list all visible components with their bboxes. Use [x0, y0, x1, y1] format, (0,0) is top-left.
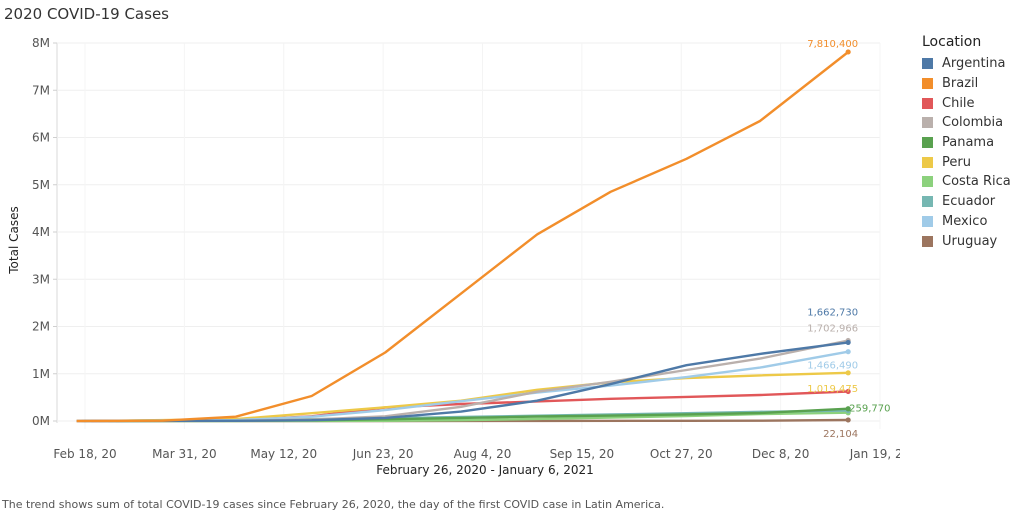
series-lines — [76, 49, 851, 423]
x-tick-label: Dec 8, 20 — [752, 447, 810, 461]
y-tick-label: 3M — [32, 272, 50, 286]
legend-item-costa-rica[interactable]: Costa Rica — [922, 172, 1022, 192]
y-tick-label: 0M — [32, 414, 50, 428]
end-label-uruguay: 22,104 — [823, 429, 858, 440]
legend-swatch — [922, 196, 933, 208]
series-line-mexico — [81, 350, 849, 423]
legend-swatch — [922, 58, 933, 70]
y-tick-label: 5M — [32, 178, 50, 192]
legend-swatch — [922, 176, 933, 188]
series-line-argentina — [76, 341, 849, 423]
y-tick-label: 2M — [32, 320, 50, 334]
x-tick-label: May 12, 20 — [250, 447, 317, 461]
x-axis-ticks: Feb 18, 20 Mar 31, 20 May 12, 20 Jun 23, 20… — [53, 447, 900, 461]
end-point-argentina — [845, 339, 851, 346]
gridlines — [53, 42, 881, 429]
y-tick-label: 4M — [32, 225, 50, 239]
legend-item-argentina[interactable]: Argentina — [922, 54, 1022, 74]
legend-items: Argentina Brazil Chile Colombia Panama Peru Co… — [922, 54, 1022, 251]
legend-item-peru[interactable]: Peru — [922, 152, 1022, 172]
legend-item-colombia[interactable]: Colombia — [922, 113, 1022, 133]
x-tick-label: Mar 31, 20 — [152, 447, 217, 461]
legend-item-uruguay[interactable]: Uruguay — [922, 231, 1022, 251]
end-label-panama: 259,770 — [849, 404, 890, 415]
x-tick-label: Jun 23, 20 — [352, 447, 414, 461]
end-point-mexico — [845, 349, 851, 355]
series-line-brazil — [76, 51, 849, 423]
chart-title: 2020 COVID-19 Cases — [4, 5, 169, 23]
end-label-brazil: 7,810,400 — [807, 39, 858, 50]
x-tick-label: Feb 18, 20 — [53, 447, 116, 461]
chart-caption: The trend shows sum of total COVID-19 ca… — [2, 498, 665, 511]
legend-title: Location — [922, 34, 982, 50]
x-axis-title: February 26, 2020 - January 6, 2021 — [376, 463, 594, 477]
end-point-uruguay — [845, 417, 851, 423]
legend-item-ecuador[interactable]: Ecuador — [922, 192, 1022, 212]
end-point-brazil — [845, 49, 851, 55]
legend-label: Uruguay — [942, 233, 998, 249]
legend-item-chile[interactable]: Chile — [922, 93, 1022, 113]
legend-label: Peru — [942, 154, 971, 170]
y-tick-label: 1M — [32, 367, 50, 381]
end-point-peru — [845, 370, 851, 376]
legend-label: Colombia — [942, 115, 1004, 131]
x-tick-label: Jan 19, 21 — [849, 447, 900, 461]
x-tick-label: Sep 15, 20 — [550, 447, 615, 461]
legend-item-mexico[interactable]: Mexico — [922, 212, 1022, 232]
legend-swatch — [922, 137, 933, 149]
legend-swatch — [922, 97, 933, 109]
x-tick-label: Oct 27, 20 — [650, 447, 713, 461]
series-line-peru — [98, 371, 849, 423]
y-axis-ticks: 0M 1M 2M 3M 4M 5M 6M 7M 8M — [32, 36, 50, 428]
end-label-colombia: 1,702,966 — [807, 324, 858, 335]
legend-swatch — [922, 78, 933, 90]
legend-swatch — [922, 117, 933, 129]
legend-label: Chile — [942, 95, 975, 111]
legend: Location Argentina Brazil Chile Colombia Pan… — [922, 34, 1022, 251]
end-label-peru: 1,019,475 — [807, 384, 858, 395]
y-tick-label: 8M — [32, 36, 50, 50]
legend-swatch — [922, 156, 933, 168]
legend-label: Mexico — [942, 213, 988, 229]
x-tick-label: Aug 4, 20 — [454, 447, 512, 461]
legend-label: Argentina — [942, 56, 1006, 72]
legend-item-brazil[interactable]: Brazil — [922, 74, 1022, 94]
legend-item-panama[interactable]: Panama — [922, 133, 1022, 153]
y-tick-label: 7M — [32, 83, 50, 97]
end-label-mexico: 1,466,490 — [807, 361, 858, 372]
end-point-panama — [845, 406, 851, 412]
end-label-argentina: 1,662,730 — [807, 307, 858, 318]
end-labels: 1,662,730 7,810,400 1,702,966 259,770 1,019,… — [807, 39, 890, 440]
legend-label: Brazil — [942, 76, 979, 92]
legend-swatch — [922, 235, 933, 247]
legend-swatch — [922, 215, 933, 227]
end-point-chile — [845, 388, 851, 395]
line-chart: 0M 1M 2M 3M 4M 5M 6M 7M 8M Feb 18, 20 Mar 31, 20 M… — [32, 36, 900, 461]
legend-label: Panama — [942, 135, 995, 151]
legend-label: Costa Rica — [942, 174, 1011, 190]
legend-label: Ecuador — [942, 194, 996, 210]
y-tick-label: 6M — [32, 131, 50, 145]
y-axis-title-box: Total Cases — [4, 180, 24, 300]
y-axis-title: Total Cases — [7, 206, 21, 274]
